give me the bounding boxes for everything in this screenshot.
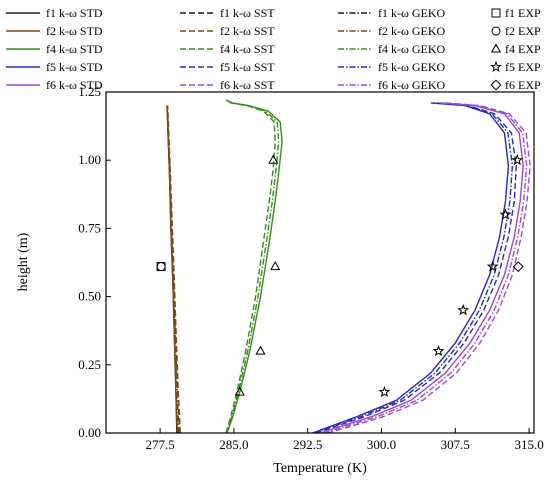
y-tick-label: 0.50 <box>78 289 101 304</box>
legend-label: f1 k-ω SST <box>220 6 275 20</box>
legend-marker-f6 <box>490 79 502 91</box>
legend-label: f1 k-ω STD <box>46 6 103 20</box>
legend-label: f4 k-ω STD <box>46 42 103 56</box>
x-tick-label: 307.5 <box>441 437 470 452</box>
exp-point-f4 <box>255 345 266 355</box>
exp-point-f4 <box>268 154 279 164</box>
y-tick-label: 0.00 <box>78 425 101 440</box>
legend-label: f6 EXP <box>505 78 541 92</box>
exp-point-f5 <box>457 303 470 316</box>
series-line-f2-std <box>166 105 178 434</box>
y-axis-label: height (m) <box>16 232 31 291</box>
legend-label: f6 k-ω SST <box>220 78 275 92</box>
y-tick-label: 1.25 <box>78 84 101 99</box>
y-tick-label: 0.75 <box>78 220 101 235</box>
legend: f1 k-ω STD f1 k-ω SST f1 k-ω GEKO f1 EXP f2 … <box>6 6 541 92</box>
series-line-f6-std <box>320 102 524 434</box>
series-line-f4-sst <box>225 99 276 434</box>
series-line-f4-std <box>226 99 283 434</box>
series-line-f4-geko <box>225 99 280 434</box>
exp-point-f5 <box>499 208 512 220</box>
legend-label: f4 k-ω SST <box>220 42 275 56</box>
legend-label: f1 EXP <box>505 6 541 20</box>
legend-label: f6 k-ω GEKO <box>378 78 446 92</box>
exp-point-f4 <box>270 260 281 271</box>
plot-frame <box>105 91 535 434</box>
y-tick-label: 0.25 <box>78 357 101 372</box>
legend-label: f2 EXP <box>505 24 541 38</box>
exp-point-f4 <box>234 386 245 396</box>
series-line-f5-geko <box>313 102 514 434</box>
legend-label: f2 k-ω STD <box>46 24 103 38</box>
series-line-f5-std <box>312 102 510 434</box>
series-line-f5-sst <box>315 102 518 434</box>
legend-label: f5 EXP <box>505 60 541 74</box>
exp-point-f6 <box>512 261 524 273</box>
legend-label: f4 EXP <box>505 42 541 56</box>
legend-label: f5 k-ω SST <box>220 60 275 74</box>
axis-ticks: 277.5 285.0 292.5 300.0 307.5 315.0 0.00 0.25 0.… <box>78 84 543 452</box>
x-tick-label: 277.5 <box>145 437 174 452</box>
exp-point-f5 <box>486 260 499 272</box>
x-tick-label: 292.5 <box>293 437 322 452</box>
legend-marker-f1 <box>491 8 501 18</box>
legend-label: f6 k-ω STD <box>46 78 103 92</box>
x-tick-label: 300.0 <box>367 437 396 452</box>
legend-marker-f5 <box>489 60 503 73</box>
series-line-f6-geko <box>323 102 528 434</box>
x-axis-label: Temperature (K) <box>273 461 367 476</box>
exp-point-f2 <box>156 262 166 272</box>
x-tick-label: 285.0 <box>219 437 248 452</box>
legend-label: f5 k-ω GEKO <box>378 60 446 74</box>
legend-label: f4 k-ω GEKO <box>378 42 446 56</box>
legend-label: f2 k-ω SST <box>220 24 275 38</box>
series-lines <box>166 99 531 434</box>
exp-point-f5 <box>432 344 445 357</box>
legend-label: f2 k-ω GEKO <box>378 24 446 38</box>
exp-markers <box>156 153 524 398</box>
exp-point-f5 <box>511 153 524 166</box>
series-line-f6-sst <box>327 102 531 434</box>
legend-marker-f4 <box>490 43 502 53</box>
y-tick-label: 1.00 <box>78 152 101 167</box>
legend-marker-f2 <box>491 26 501 36</box>
exp-point-f5 <box>378 385 391 398</box>
legend-label: f5 k-ω STD <box>46 60 103 74</box>
series-line-f2-geko <box>166 105 180 434</box>
legend-label: f1 k-ω GEKO <box>378 6 446 20</box>
x-tick-label: 315.0 <box>514 437 543 452</box>
